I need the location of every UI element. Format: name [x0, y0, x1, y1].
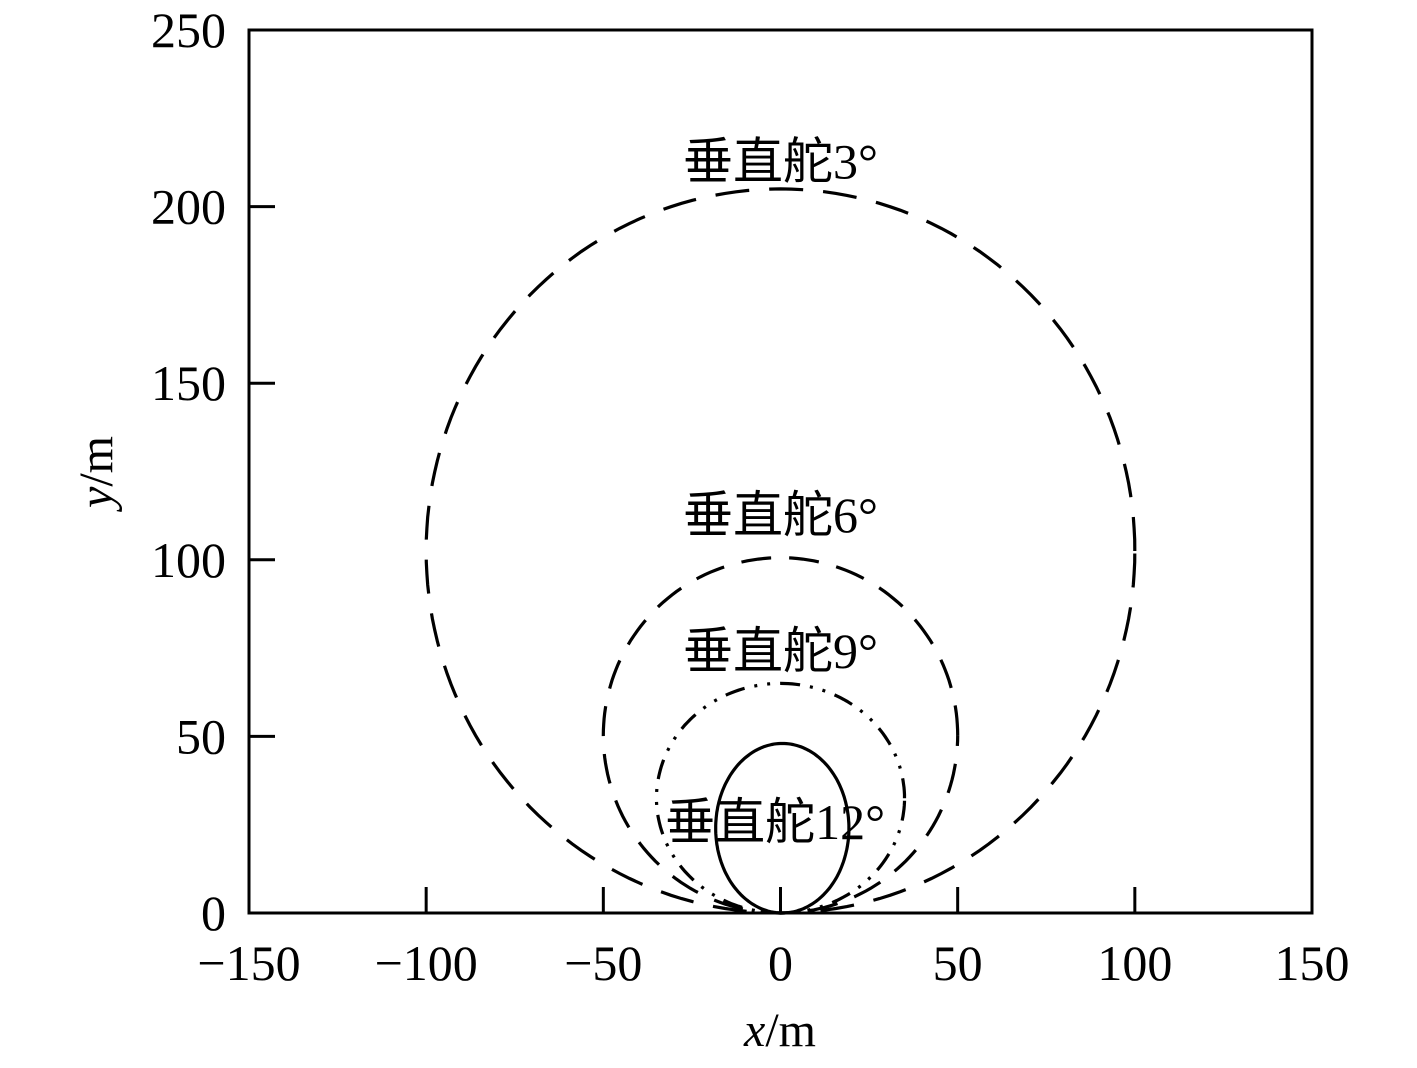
series-curve-3 — [714, 741, 851, 915]
series-label-1: 垂直舵6° — [683, 487, 878, 543]
y-tick-label: 200 — [151, 179, 226, 235]
series-curve-2 — [654, 681, 907, 915]
y-tick-label: 250 — [151, 2, 226, 58]
curves — [424, 187, 1137, 915]
x-tick-label: 100 — [1097, 935, 1172, 991]
ticks: −150 −100 −50 0 50 100 150 0 50 100 150 200 250 — [151, 2, 1350, 991]
x-tick-label: −50 — [564, 935, 642, 991]
series-label-3: 垂直舵12° — [665, 794, 885, 850]
x-tick-label: −150 — [197, 935, 300, 991]
y-tick-label: 150 — [151, 355, 226, 411]
y-tick-label: 50 — [176, 708, 226, 764]
y-tick-label: 0 — [201, 885, 226, 941]
series-label-0: 垂直舵3° — [683, 134, 878, 190]
series-curve-1 — [601, 556, 960, 915]
y-tick-label: 100 — [151, 532, 226, 588]
x-axis-label: x/m — [743, 1004, 816, 1057]
series-labels: 垂直舵3° 垂直舵6° 垂直舵9° 垂直舵12° — [665, 134, 885, 850]
x-tick-label: 0 — [768, 935, 793, 991]
x-tick-label: 150 — [1275, 935, 1350, 991]
x-tick-label: 50 — [933, 935, 983, 991]
x-tick-label: −100 — [375, 935, 478, 991]
y-axis-label: y/m — [70, 436, 123, 513]
series-label-2: 垂直舵9° — [683, 623, 878, 679]
